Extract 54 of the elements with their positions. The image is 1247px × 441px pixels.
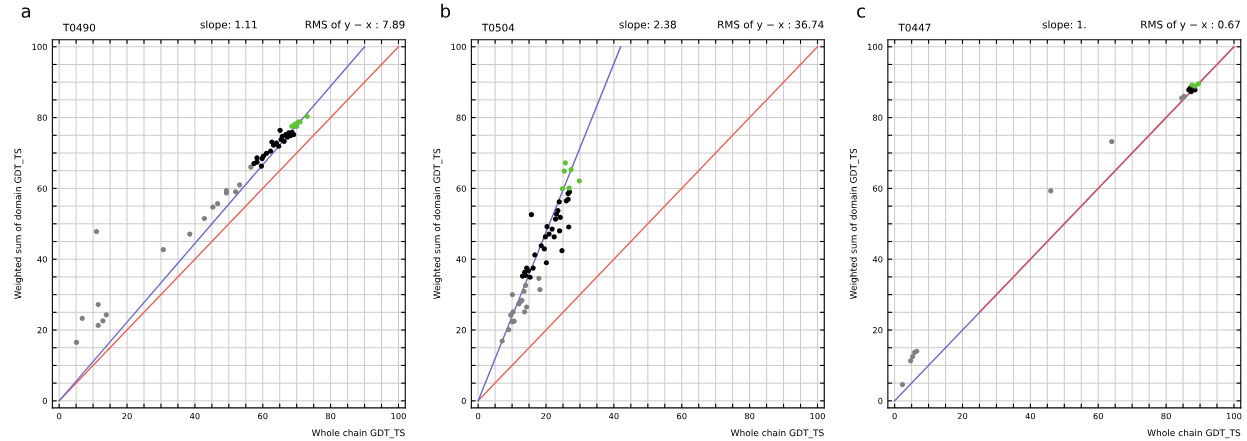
x-tick-label: 100 (391, 412, 406, 420)
x-tick-label: 60 (677, 412, 687, 420)
y-axis-title: Weighted sum of domain GDT_TS (14, 148, 24, 300)
y-tick-label: 100 (32, 43, 47, 51)
chart-title: T0504 (481, 23, 515, 32)
x-tick-label: 40 (1025, 412, 1036, 420)
text: slope: 2.38 (619, 20, 676, 31)
x-tick-label: 20 (957, 412, 968, 420)
x-axis-title: Whole chain GDT_TS (730, 429, 824, 439)
y-tick-label: 60 (37, 185, 47, 192)
chart-title: T0490 (62, 23, 96, 32)
y-tick-label: 20 (456, 327, 466, 334)
y-tick-label: 60 (456, 185, 466, 192)
x-tick-label: 40 (608, 412, 619, 420)
text: RMS of y − x : 36.74 (718, 20, 824, 31)
y-tick-label: 0 (42, 397, 47, 405)
text: c (857, 7, 865, 18)
x-tick-label: 60 (1093, 412, 1103, 420)
x-tick-label: 20 (122, 412, 132, 420)
y-tick-label: 20 (873, 327, 883, 334)
x-tick-label: 80 (744, 412, 755, 420)
chart-title: T0447 (898, 23, 931, 32)
x-tick-label: 20 (541, 412, 551, 420)
text: a (21, 7, 31, 18)
text: RMS of y − x : 0.67 (1141, 20, 1240, 31)
x-tick-label: 100 (1226, 412, 1242, 420)
y-tick-label: 80 (456, 114, 466, 121)
text: slope: 1. (1042, 20, 1086, 31)
x-tick-label: 60 (258, 412, 268, 420)
x-tick-label: 100 (810, 412, 825, 420)
text: b (441, 3, 451, 18)
x-tick-label: 0 (476, 412, 481, 420)
x-tick-label: 80 (325, 412, 336, 420)
text: RMS of y − x : 7.89 (305, 20, 405, 31)
y-tick-label: 0 (461, 397, 466, 405)
y-tick-label: 40 (872, 256, 883, 263)
y-tick-label: 80 (37, 114, 47, 121)
y-tick-label: 80 (872, 114, 883, 121)
y-tick-label: 100 (451, 43, 466, 51)
y-tick-label: 60 (872, 185, 883, 192)
y-axis-title: Weighted sum of domain GDT_TS (433, 148, 443, 300)
x-axis-title: Whole chain GDT_TS (1147, 429, 1241, 439)
x-tick-label: 80 (1161, 412, 1171, 420)
y-tick-label: 40 (456, 256, 466, 263)
y-axis-title: Weighted sum of domain GDT_TS (849, 148, 859, 300)
x-axis-title: Whole chain GDT_TS (311, 429, 405, 439)
x-tick-label: 0 (892, 412, 897, 420)
text: slope: 1.11 (200, 20, 257, 31)
y-tick-label: 40 (37, 256, 47, 263)
y-tick-label: 20 (37, 327, 47, 334)
x-tick-label: 40 (190, 412, 200, 420)
y-tick-label: 100 (868, 43, 883, 51)
y-tick-label: 0 (878, 397, 883, 405)
x-tick-label: 0 (57, 412, 62, 420)
